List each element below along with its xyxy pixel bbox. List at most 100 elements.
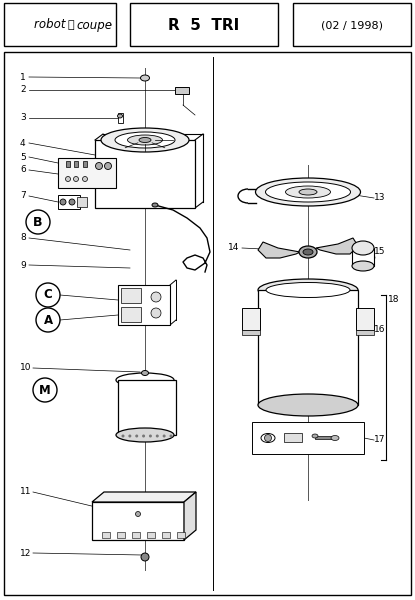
Ellipse shape xyxy=(256,178,361,206)
Ellipse shape xyxy=(152,203,158,207)
Circle shape xyxy=(163,434,166,437)
Bar xyxy=(83,161,87,167)
Text: robot: robot xyxy=(34,19,69,31)
Ellipse shape xyxy=(258,394,358,416)
Ellipse shape xyxy=(266,283,350,298)
Bar xyxy=(121,288,141,303)
Ellipse shape xyxy=(312,434,318,438)
Circle shape xyxy=(33,378,57,402)
Bar xyxy=(121,307,141,322)
Text: B: B xyxy=(33,215,43,229)
Ellipse shape xyxy=(352,241,374,255)
Text: 7: 7 xyxy=(20,191,26,200)
Text: 10: 10 xyxy=(20,364,32,373)
Bar xyxy=(118,380,176,435)
Bar xyxy=(352,248,374,266)
Bar xyxy=(66,161,70,167)
Circle shape xyxy=(156,434,159,437)
Bar xyxy=(258,290,358,405)
Text: R  5  TRI: R 5 TRI xyxy=(168,17,239,32)
Text: M: M xyxy=(39,383,51,397)
Text: 17: 17 xyxy=(374,436,386,445)
Text: 1: 1 xyxy=(20,73,26,82)
Bar xyxy=(4,3,116,46)
Circle shape xyxy=(36,308,60,332)
Bar xyxy=(284,433,302,442)
Circle shape xyxy=(60,199,66,205)
Text: 15: 15 xyxy=(374,247,386,257)
Text: 16: 16 xyxy=(374,325,386,335)
Ellipse shape xyxy=(352,261,374,271)
Text: A: A xyxy=(44,313,53,326)
Ellipse shape xyxy=(141,75,149,81)
Circle shape xyxy=(83,176,88,181)
Ellipse shape xyxy=(127,135,163,145)
Bar xyxy=(74,161,78,167)
Circle shape xyxy=(264,434,271,442)
Ellipse shape xyxy=(331,436,339,440)
Text: 14: 14 xyxy=(228,244,239,253)
Text: (02 / 1998): (02 / 1998) xyxy=(321,20,383,30)
Circle shape xyxy=(105,163,112,169)
Ellipse shape xyxy=(299,189,317,195)
Bar xyxy=(177,532,185,538)
Ellipse shape xyxy=(139,137,151,142)
Text: 2: 2 xyxy=(20,85,26,94)
Bar xyxy=(92,502,184,540)
Text: 5: 5 xyxy=(20,152,26,161)
Circle shape xyxy=(36,283,60,307)
Circle shape xyxy=(136,511,141,517)
Bar xyxy=(356,308,374,330)
Bar xyxy=(356,330,374,335)
Text: ·: · xyxy=(109,20,112,30)
Bar xyxy=(315,436,335,439)
Ellipse shape xyxy=(142,370,149,376)
Circle shape xyxy=(122,434,124,437)
Text: 9: 9 xyxy=(20,260,26,269)
Text: 13: 13 xyxy=(374,193,386,202)
Circle shape xyxy=(95,163,103,169)
Bar xyxy=(132,532,140,538)
Bar xyxy=(252,422,364,454)
Text: 6: 6 xyxy=(20,166,26,175)
Ellipse shape xyxy=(116,373,174,387)
Circle shape xyxy=(128,434,132,437)
Circle shape xyxy=(135,434,138,437)
Ellipse shape xyxy=(303,249,313,255)
Circle shape xyxy=(142,434,145,437)
Bar xyxy=(117,532,125,538)
Circle shape xyxy=(66,176,71,181)
Circle shape xyxy=(151,308,161,318)
Bar xyxy=(58,195,80,209)
Text: ⓘ: ⓘ xyxy=(67,20,73,30)
Ellipse shape xyxy=(261,433,275,443)
Bar xyxy=(147,532,155,538)
Text: 18: 18 xyxy=(388,295,400,304)
Ellipse shape xyxy=(117,114,122,118)
Bar xyxy=(118,113,123,123)
Ellipse shape xyxy=(115,132,175,148)
Circle shape xyxy=(151,292,161,302)
Polygon shape xyxy=(316,238,358,254)
Bar xyxy=(242,308,260,330)
Bar xyxy=(77,197,87,207)
Ellipse shape xyxy=(286,186,330,198)
Bar xyxy=(175,87,189,94)
Text: C: C xyxy=(44,289,52,301)
Circle shape xyxy=(141,553,149,561)
Circle shape xyxy=(169,434,173,437)
Bar xyxy=(162,532,170,538)
Circle shape xyxy=(149,434,152,437)
Ellipse shape xyxy=(299,246,317,258)
Bar xyxy=(293,3,411,46)
Circle shape xyxy=(73,176,78,181)
Text: 12: 12 xyxy=(20,548,32,557)
Circle shape xyxy=(26,210,50,234)
Bar xyxy=(58,158,116,188)
Ellipse shape xyxy=(101,128,189,152)
Bar xyxy=(95,140,195,208)
Bar xyxy=(118,285,170,325)
Ellipse shape xyxy=(266,182,351,202)
Bar xyxy=(242,330,260,335)
Polygon shape xyxy=(258,242,300,258)
